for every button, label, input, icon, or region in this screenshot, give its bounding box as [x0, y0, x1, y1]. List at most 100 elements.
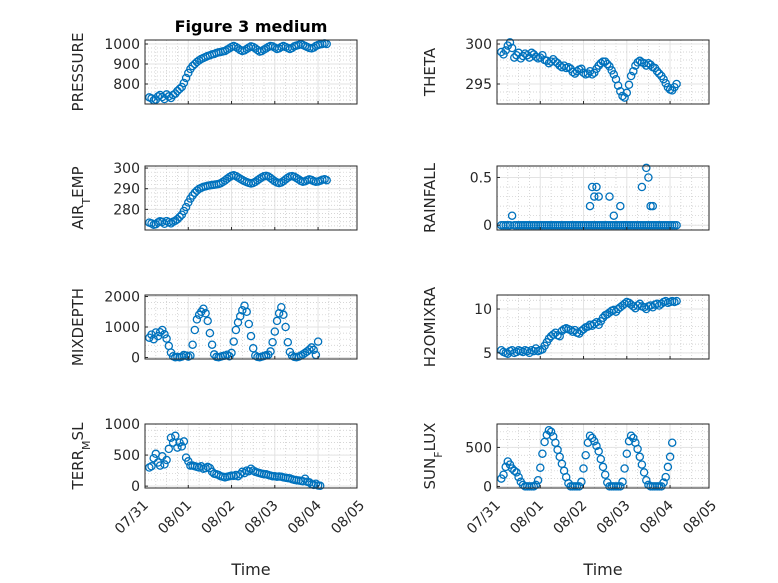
- y-tick-label: 0: [483, 479, 492, 495]
- data-point: [672, 296, 681, 306]
- data-point: [579, 324, 588, 334]
- data-point: [633, 444, 642, 454]
- y-tick-label: 900: [113, 57, 140, 73]
- x-tick-label: 08/04: [637, 497, 677, 537]
- data-point: [629, 66, 638, 76]
- data-point: [305, 345, 314, 354]
- y-axis-label: THETA: [421, 47, 439, 97]
- data-point: [661, 296, 670, 306]
- subplot-terr-msl: 0 500 1000 07/31 08/01 08/02 08/03 08/04 08/05 Ti…: [69, 417, 368, 579]
- data-point: [220, 46, 230, 56]
- axes-box: [144, 39, 358, 105]
- data-point: [642, 163, 651, 173]
- data-point: [577, 477, 586, 487]
- data-point: [147, 462, 156, 471]
- data-point: [497, 345, 506, 355]
- subplot-theta: 295 300 THETA: [421, 37, 710, 105]
- plot-area: [145, 424, 357, 488]
- data-point: [149, 453, 158, 463]
- data-point: [173, 215, 182, 224]
- data-point: [175, 212, 184, 222]
- data-point: [253, 45, 262, 55]
- data-point: [590, 436, 599, 446]
- x-tick-label: 07/31: [112, 498, 152, 538]
- data-point: [577, 64, 586, 74]
- y-tick-label: 0.5: [470, 170, 492, 186]
- y-axis-label: SUNFLUX: [421, 423, 445, 490]
- data-point: [607, 66, 616, 75]
- data-point: [622, 449, 632, 458]
- y-tick-label: 500: [113, 448, 140, 464]
- data-point: [574, 329, 584, 338]
- data-point: [613, 81, 623, 90]
- plot-area: [497, 40, 709, 104]
- data-point: [229, 337, 238, 346]
- y-tick-label: 1000: [104, 417, 140, 433]
- data-point: [624, 80, 634, 90]
- x-tick-label: 08/05: [680, 498, 720, 538]
- data-point: [618, 477, 627, 487]
- data-point: [188, 340, 197, 349]
- data-point: [155, 327, 165, 337]
- data-point: [201, 309, 210, 318]
- data-point: [238, 305, 247, 315]
- data-point: [192, 315, 202, 324]
- x-tick-label: 08/01: [507, 498, 547, 538]
- y-axis-label: MIXDEPTH: [69, 288, 87, 366]
- data-point: [512, 347, 521, 357]
- x-tick-label: 08/01: [155, 498, 195, 538]
- data-point: [525, 348, 534, 358]
- data-point: [635, 452, 645, 462]
- data-point: [626, 71, 636, 81]
- data-point: [598, 462, 608, 472]
- data-point: [497, 47, 506, 57]
- data-point: [283, 337, 293, 347]
- data-point: [177, 82, 187, 92]
- y-tick-label: 290: [113, 182, 140, 198]
- plot-area: [497, 166, 709, 230]
- data-point: [600, 57, 610, 66]
- data-point: [184, 457, 193, 466]
- y-tick-label: 0: [131, 350, 140, 366]
- y-tick-label: 500: [465, 440, 492, 456]
- x-tick-label: 07/31: [464, 498, 504, 538]
- data-point: [648, 201, 658, 211]
- data-point: [622, 88, 632, 98]
- data-point: [559, 61, 569, 70]
- data-point: [665, 452, 675, 462]
- data-point: [644, 173, 653, 182]
- data-point: [574, 482, 584, 491]
- data-point: [538, 449, 547, 458]
- data-point: [596, 454, 606, 464]
- subplot-air-temp: 280 290 300 AIRTEMP: [69, 161, 358, 231]
- data-point: [603, 59, 612, 69]
- data-point: [557, 62, 567, 72]
- y-tick-label: 300: [113, 161, 140, 177]
- data-point: [536, 53, 545, 62]
- data-point: [222, 350, 232, 359]
- data-point: [533, 475, 543, 485]
- data-point: [512, 468, 521, 477]
- data-point: [555, 331, 564, 341]
- data-point: [166, 433, 176, 442]
- x-tick-label: 08/02: [551, 498, 591, 538]
- data-point: [162, 455, 171, 465]
- data-point: [579, 464, 588, 473]
- data-point: [272, 316, 282, 326]
- data-point: [242, 307, 251, 317]
- data-point: [505, 38, 515, 47]
- data-point: [281, 175, 290, 184]
- data-point: [179, 78, 189, 88]
- data-point: [564, 62, 573, 72]
- data-point: [592, 317, 601, 327]
- data-point: [672, 220, 681, 230]
- data-point: [216, 179, 225, 188]
- data-point: [309, 43, 318, 52]
- x-axis-label: Time: [582, 560, 622, 579]
- data-point: [222, 174, 232, 184]
- data-point: [620, 93, 629, 102]
- data-point: [160, 460, 169, 469]
- subplot-rainfall: 0 0.5 RAINFALL: [421, 162, 710, 234]
- data-point: [155, 461, 165, 470]
